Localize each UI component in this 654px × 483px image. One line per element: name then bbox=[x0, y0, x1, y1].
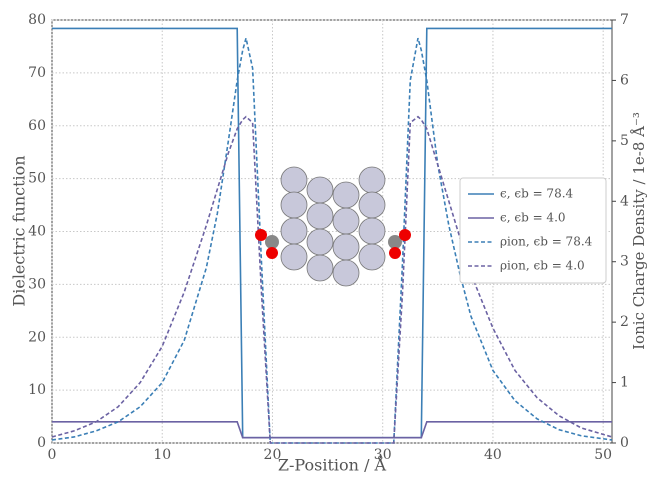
x-tick-label: 10 bbox=[153, 447, 171, 463]
y2-tick-label: 2 bbox=[620, 314, 629, 330]
y-tick-label: 30 bbox=[28, 276, 46, 292]
y2-tick-label: 4 bbox=[620, 193, 629, 209]
y2-tick-label: 0 bbox=[620, 435, 629, 451]
y-axis-label: Dielectric function bbox=[10, 155, 29, 306]
y-tick-label: 50 bbox=[28, 171, 46, 187]
series-line bbox=[51, 37, 613, 444]
y2-tick-label: 3 bbox=[620, 254, 629, 270]
legend-label: ρion, ϵb = 78.4 bbox=[500, 235, 593, 249]
x-tick-label: 50 bbox=[594, 447, 612, 463]
legend-label: ϵ, ϵb = 78.4 bbox=[500, 187, 574, 201]
molecule-illustration bbox=[255, 166, 411, 287]
legend-label: ϵ, ϵb = 4.0 bbox=[500, 211, 566, 225]
y-tick-label: 60 bbox=[28, 118, 46, 134]
series-line bbox=[51, 115, 613, 444]
y-tick-label: 20 bbox=[28, 329, 46, 345]
y2-tick-label: 6 bbox=[620, 72, 629, 88]
x-axis-label: Z-Position / Å bbox=[278, 455, 387, 475]
y2-tick-label: 7 bbox=[620, 12, 629, 28]
x-tick-label: 30 bbox=[374, 447, 392, 463]
y-tick-label: 70 bbox=[28, 65, 46, 81]
y-tick-label: 40 bbox=[28, 224, 46, 240]
y2-tick-label: 5 bbox=[620, 133, 629, 149]
y2-tick-label: 1 bbox=[620, 375, 629, 391]
y2-axis-label: Ionic Charge Density / 1e-8 Å⁻³ bbox=[630, 112, 648, 350]
legend-box bbox=[459, 177, 607, 284]
x-tick-label: 20 bbox=[264, 447, 282, 463]
x-tick-label: 40 bbox=[484, 447, 502, 463]
y-tick-label: 0 bbox=[37, 435, 46, 451]
y-tick-label: 10 bbox=[28, 382, 46, 398]
x-tick-label: 0 bbox=[48, 447, 57, 463]
legend-label: ρion, ϵb = 4.0 bbox=[500, 259, 585, 273]
series-line bbox=[52, 421, 612, 439]
y-tick-label: 80 bbox=[28, 12, 46, 28]
